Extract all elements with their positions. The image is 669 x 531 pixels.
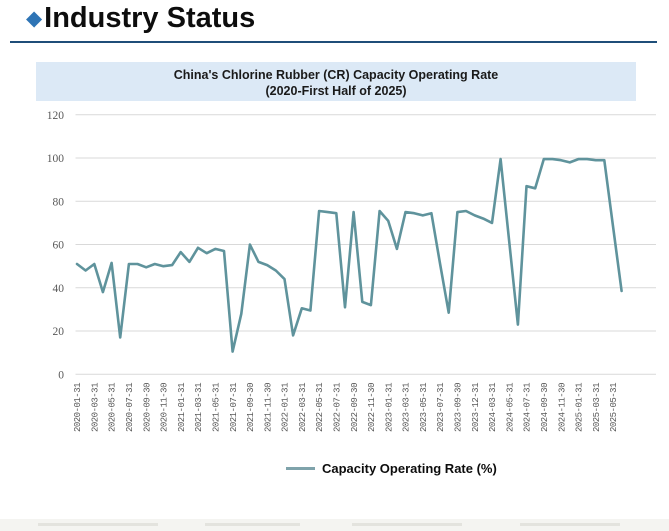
x-tick-label: 2023-07-31	[436, 383, 446, 432]
legend-line-swatch	[286, 467, 315, 470]
header-rule	[10, 41, 657, 43]
x-tick-label: 2024-07-31	[523, 383, 533, 432]
y-tick-label: 40	[53, 283, 65, 295]
faint-text-mark	[205, 523, 300, 526]
x-tick-label: 2025-03-31	[592, 383, 602, 432]
x-tick-label: 2025-05-31	[609, 383, 619, 432]
page-header: ◆ Industry Status	[26, 2, 255, 35]
x-tick-label: 2022-07-31	[333, 383, 343, 432]
chart-title-line1: China's Chlorine Rubber (CR) Capacity Op…	[173, 68, 499, 82]
page-title: Industry Status	[44, 2, 256, 34]
x-tick-label: 2023-09-30	[454, 383, 464, 432]
x-tick-label: 2024-05-31	[505, 383, 515, 432]
x-tick-label: 2023-03-31	[402, 383, 412, 432]
faint-text-mark	[520, 523, 620, 526]
y-tick-label: 60	[53, 240, 65, 252]
x-tick-label: 2024-09-30	[540, 383, 550, 432]
x-tick-label: 2021-05-31	[211, 383, 221, 432]
faint-text-mark	[38, 523, 158, 526]
x-tick-label: 2020-05-31	[108, 383, 118, 432]
x-tick-label: 2020-07-31	[125, 383, 135, 432]
x-tick-label: 2021-01-31	[177, 383, 187, 432]
x-tick-label: 2022-05-31	[315, 383, 325, 432]
x-tick-label: 2022-01-31	[281, 383, 291, 432]
legend-label: Capacity Operating Rate (%)	[322, 461, 497, 476]
diamond-icon: ◆	[26, 7, 43, 30]
x-tick-label: 2021-07-31	[229, 383, 239, 432]
x-tick-label: 2023-05-31	[419, 383, 429, 432]
x-tick-label: 2020-09-30	[142, 383, 152, 432]
y-tick-label: 100	[47, 153, 65, 165]
y-tick-label: 20	[53, 326, 65, 338]
x-tick-label: 2022-03-31	[298, 383, 308, 432]
x-tick-label: 2023-01-31	[384, 383, 394, 432]
x-tick-label: 2025-01-31	[575, 383, 585, 432]
x-tick-label: 2021-03-31	[194, 383, 204, 432]
x-tick-label: 2020-03-31	[90, 383, 100, 432]
y-tick-label: 0	[58, 369, 64, 381]
x-tick-label: 2020-01-31	[73, 383, 83, 432]
faint-text-mark	[352, 523, 462, 526]
series-line	[75, 157, 623, 353]
x-tick-label: 2022-09-30	[350, 383, 360, 432]
x-tick-label: 2024-11-30	[557, 383, 567, 432]
x-tick-label: 2021-09-30	[246, 383, 256, 432]
x-tick-label: 2021-11-30	[263, 383, 273, 432]
x-tick-label: 2024-03-31	[488, 383, 498, 432]
chart-title-line2: (2020-First Half of 2025)	[265, 84, 407, 98]
chart-legend: Capacity Operating Rate (%)	[286, 461, 497, 476]
y-tick-label: 80	[53, 196, 65, 208]
bottom-cutoff-band	[0, 519, 669, 531]
x-tick-label: 2023-12-31	[471, 383, 481, 432]
chart-title-banner: China's Chlorine Rubber (CR) Capacity Op…	[36, 62, 636, 101]
x-tick-label: 2022-11-30	[367, 383, 377, 432]
x-tick-label: 2020-11-30	[160, 383, 170, 432]
y-tick-label: 120	[47, 110, 65, 122]
